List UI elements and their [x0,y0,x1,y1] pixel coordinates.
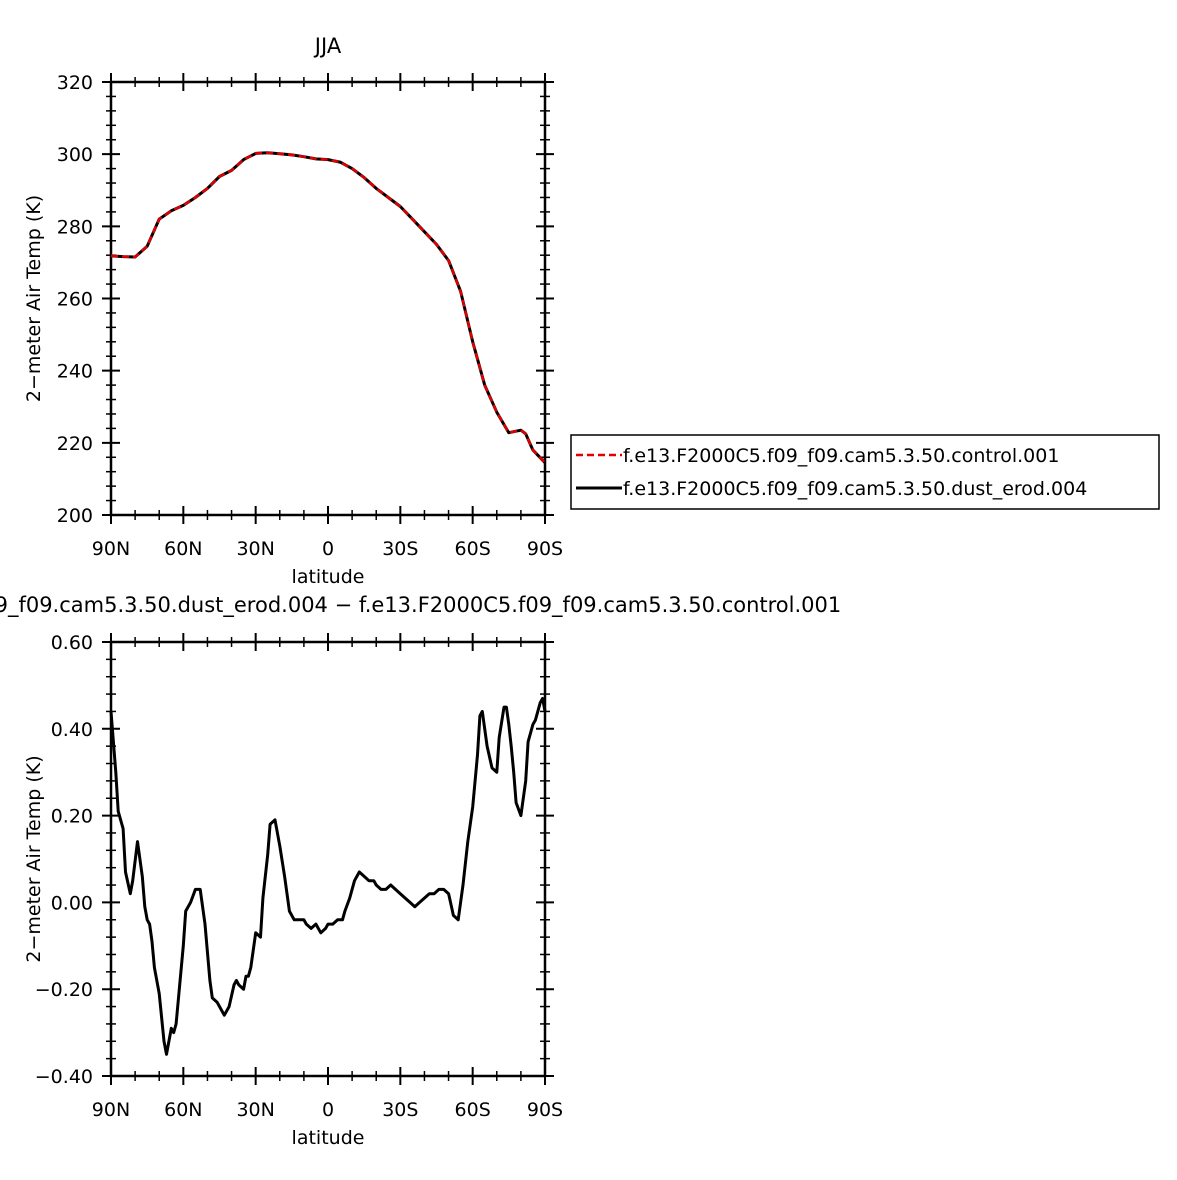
x-tick-label: 30N [236,1099,274,1121]
x-tick-label: 90N [92,1099,130,1121]
x-tick-label: 60N [164,1099,202,1121]
y-tick-label: 0.00 [51,892,93,914]
x-tick-label: 30S [382,1099,418,1121]
x-tick-label: 0 [322,538,334,560]
chart-difference: f.e13.F2000C5.f09_f09.cam5.3.50.dust_ero… [0,593,841,1149]
x-tick-label: 60N [164,538,202,560]
y-tick-label: 220 [57,433,93,455]
y-axis-label: 2−meter Air Temp (K) [23,195,45,402]
chart-title: JJA [313,34,342,58]
y-tick-label: 0.40 [51,719,93,741]
x-axis-label: latitude [292,1127,365,1149]
y-tick-label: −0.40 [35,1066,93,1088]
x-tick-label: 60S [455,538,491,560]
legend-label-0: f.e13.F2000C5.f09_f09.cam5.3.50.control.… [623,445,1059,467]
chart-title: f.e13.F2000C5.f09_f09.cam5.3.50.dust_ero… [0,593,841,618]
y-tick-label: 320 [57,72,93,94]
y-tick-label: 300 [57,144,93,166]
x-tick-label: 90S [527,1099,563,1121]
x-tick-label: 30N [236,538,274,560]
plot-frame [109,80,547,517]
x-axis-label: latitude [292,566,365,588]
series-line-0 [110,151,546,464]
y-tick-label: 200 [57,505,93,527]
y-tick-label: 280 [57,216,93,238]
legend-label-1: f.e13.F2000C5.f09_f09.cam5.3.50.dust_ero… [623,478,1087,500]
y-tick-label: 0.60 [51,632,93,654]
x-tick-label: 0 [322,1099,334,1121]
series-line-0 [109,696,547,1056]
legend-box [570,434,1160,510]
x-tick-label: 90N [92,538,130,560]
x-tick-label: 60S [455,1099,491,1121]
series-line-1 [110,151,547,464]
y-tick-label: −0.20 [35,979,93,1001]
x-tick-label: 90S [527,538,563,560]
x-tick-label: 30S [382,538,418,560]
y-axis-label: 2−meter Air Temp (K) [23,755,45,962]
legend: f.e13.F2000C5.f09_f09.cam5.3.50.control.… [570,434,1160,510]
y-tick-label: 240 [57,361,93,383]
chart-temperature: JJA latitude 2−meter Air Temp (K) 90N 60N 30N… [23,34,1160,588]
y-tick-label: 260 [57,289,93,311]
y-tick-label: 0.20 [51,806,93,828]
